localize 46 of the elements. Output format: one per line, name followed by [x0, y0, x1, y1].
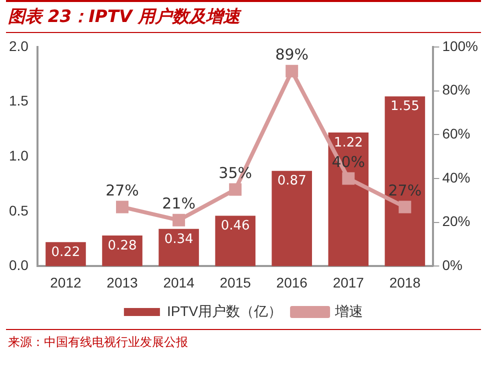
data-label: 0.46: [220, 218, 250, 234]
legend-label: 增速: [334, 302, 364, 319]
y-tick-label: 2.0: [8, 38, 29, 54]
x-tick-label: 2015: [220, 274, 252, 290]
data-label: 1.55: [390, 99, 420, 114]
source-note: 来源：中国有线电视行业发展公报: [6, 329, 481, 355]
data-label: 0.34: [164, 232, 194, 247]
y-tick-label: 1.5: [8, 92, 29, 109]
y-tick-label: 1.0: [8, 147, 29, 164]
data-label: 0.22: [51, 244, 80, 260]
data-label: 0.28: [108, 238, 137, 254]
y2-tick-label: 20%: [442, 213, 470, 230]
x-tick-label: 2016: [276, 274, 308, 290]
y2-tick-label: 100%: [442, 38, 478, 54]
data-label: 27%: [106, 181, 139, 200]
bar: [215, 216, 256, 266]
legend-label: IPTV用户数（亿）: [166, 302, 282, 319]
bar: [272, 170, 312, 266]
point: [398, 200, 412, 214]
y2-tick-label: 80%: [442, 82, 470, 98]
point: [172, 214, 186, 226]
data-label: 35%: [218, 164, 252, 182]
point: [286, 64, 298, 78]
data-label: 0.87: [277, 174, 306, 189]
bar: [328, 132, 369, 266]
y-tick-label: 0.0: [8, 257, 29, 274]
point: [229, 183, 242, 196]
y2-tick-label: 60%: [442, 126, 470, 142]
y2-tick-label: 40%: [442, 169, 470, 186]
x-tick-label: 2014: [163, 274, 195, 290]
x-tick-label: 2017: [332, 274, 364, 290]
data-label: 21%: [162, 194, 196, 213]
x-tick-label: 2012: [50, 274, 82, 290]
x-tick-label: 2013: [106, 274, 138, 290]
bar: [384, 96, 426, 266]
chart-title: 图表 23：IPTV 用户数及增速: [6, 0, 481, 33]
y-tick-label: 0.5: [8, 202, 29, 218]
data-label: 1.22: [334, 135, 363, 150]
point: [342, 172, 355, 185]
y2-tick-label: 0%: [442, 257, 462, 274]
data-label: 27%: [388, 181, 422, 200]
bar: [102, 236, 142, 266]
bar: [158, 228, 199, 266]
point: [116, 200, 129, 214]
x-tick-label: 2018: [389, 274, 421, 290]
data-label: 89%: [275, 46, 309, 64]
